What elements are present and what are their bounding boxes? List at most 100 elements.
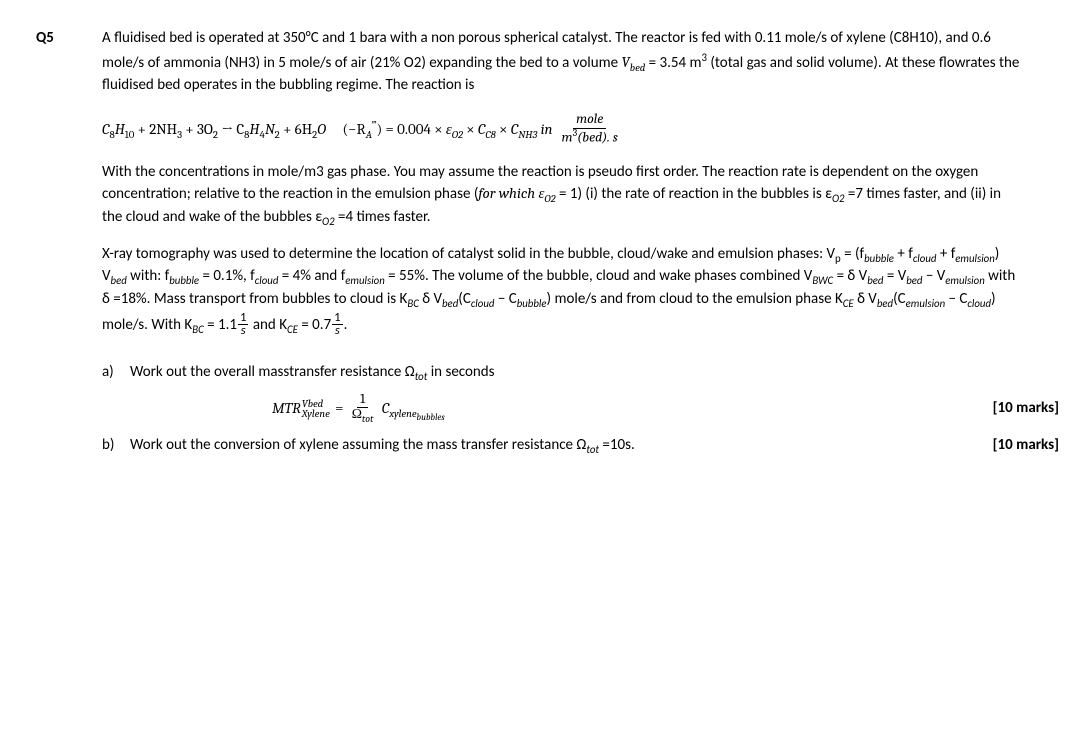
part-a-text: Work out the overall masstransfer resist… xyxy=(130,363,415,381)
eqp-mtr: MTR xyxy=(272,399,301,417)
p3-emul4: emulsion xyxy=(906,297,946,310)
rxn-h: H xyxy=(115,120,125,138)
intro-paragraph: A fluidised bed is operated at 350°C and… xyxy=(102,28,1023,97)
question-number: Q5 xyxy=(36,28,102,50)
rxn-o: O xyxy=(317,120,326,138)
eqp-cxyl: C xyxy=(378,399,389,417)
times-2: × xyxy=(496,120,511,138)
frac-den-m: m xyxy=(562,130,573,145)
p3-plus2: + f xyxy=(936,245,955,263)
eqp-num: 1 xyxy=(357,393,368,408)
question-row: Q5 A fluidised bed is operated at 350°C … xyxy=(36,28,1023,466)
p3-bwc: BWC xyxy=(812,274,833,287)
mtr-bot: Xylene xyxy=(302,409,330,419)
part-a-body: Work out the overall masstransfer resist… xyxy=(130,362,1023,385)
rxn-hb: H xyxy=(249,120,259,138)
p3-bubble2: bubble xyxy=(169,274,199,287)
rxn-10: 10 xyxy=(125,128,135,141)
p3m: − C xyxy=(494,290,516,308)
p3-bed4: bed xyxy=(442,297,458,310)
p3h: = V xyxy=(883,267,906,285)
vbed-v: V xyxy=(621,53,629,71)
p3k: δ V xyxy=(419,290,442,308)
part-b-text-b: =10s. xyxy=(599,436,635,454)
rxn-n: N xyxy=(265,120,275,138)
frac-1s-b: 1s xyxy=(332,312,342,339)
rate-open: (−R xyxy=(343,120,366,138)
p3-ce2: CE xyxy=(287,322,298,335)
p3a: X-ray tomography was used to determine t… xyxy=(102,245,835,263)
p3-cloud1: cloud xyxy=(913,252,937,265)
eqp-tot: tot xyxy=(362,414,373,425)
p3-cloud4: cloud xyxy=(967,297,991,310)
part-b-marks: [10 marks] xyxy=(993,435,1059,457)
p3-bc2: BC xyxy=(192,322,204,335)
intro-text-2: = 3.54 m xyxy=(645,54,701,72)
eqp-xyl-sub: xylenebubbles xyxy=(389,407,444,420)
p3k2: δ V xyxy=(854,290,877,308)
p3m2: − C xyxy=(945,290,967,308)
rxn-3o2: + 3O xyxy=(182,120,213,138)
p3-bubble3: bubble xyxy=(517,297,547,310)
rxn-body: C8H10 + 2NH3 + 3O2 → C8H4N2 + 6H2O (−RA‴… xyxy=(102,117,553,143)
p2-o2a: O2 xyxy=(544,192,555,205)
rate-units-fraction: mole m3(bed). s xyxy=(559,113,621,146)
part-a-text2: in seconds xyxy=(427,363,494,381)
reaction-equation: C8H10 + 2NH3 + 3O2 → C8H4N2 + 6H2O (−RA‴… xyxy=(102,113,1023,146)
p3-bc1: BC xyxy=(407,297,419,310)
times-1: × xyxy=(463,120,478,138)
part-b: b) Work out the conversion of xylene ass… xyxy=(102,435,1023,458)
eqp-bubbles: bubbles xyxy=(417,413,445,423)
p3-emul1: emulsion xyxy=(955,252,995,265)
part-a-marks: [10 marks] xyxy=(993,398,1059,420)
p3l: (C xyxy=(458,290,471,308)
p3-emul2: emulsion xyxy=(345,274,385,287)
p3l2: (C xyxy=(893,290,906,308)
p3-period: . xyxy=(344,315,348,333)
den-sb: s xyxy=(333,325,342,338)
part-a: a) Work out the overall masstransfer res… xyxy=(102,362,1023,385)
rxn-6h2o: + 6H xyxy=(280,120,312,138)
rxn-arrow: → C xyxy=(218,120,244,138)
p3d: = 0.1%, f xyxy=(199,267,255,285)
p3-bed3: bed xyxy=(906,274,922,287)
eqp-omega: Ω xyxy=(352,407,362,422)
rate-close: ) = 0.004 × xyxy=(377,120,446,138)
p3i: − V xyxy=(922,267,945,285)
p3-bubble1: bubble xyxy=(864,252,894,265)
part-a-equation-row: MTRVbedXylene = 1Ωtot Cxylenebubbles [10… xyxy=(102,393,1023,426)
vbed-sub: bed xyxy=(630,61,646,74)
rxn-2nh3: + 2NH xyxy=(134,120,177,138)
p2b: = 1) (i) the rate of reaction in the bub… xyxy=(556,185,832,203)
exam-question-page: Q5 A fluidised bed is operated at 350°C … xyxy=(0,0,1079,506)
p3g: = δ V xyxy=(833,267,867,285)
eqp-eq: = xyxy=(332,399,347,417)
paragraph-2: With the concentrations in mole/m3 gas p… xyxy=(102,162,1023,230)
p3r: and K xyxy=(249,315,287,333)
part-b-body: Work out the conversion of xylene assumi… xyxy=(130,435,1023,458)
p3q: = 1.1 xyxy=(204,315,237,333)
p3s: = 0.7 xyxy=(298,315,331,333)
frac-num: mole xyxy=(576,112,603,127)
question-body: A fluidised bed is operated at 350°C and… xyxy=(102,28,1023,466)
cc8: C8 xyxy=(485,128,496,141)
p2-o2c: O2 xyxy=(322,215,335,228)
p3-bed1: bed xyxy=(111,274,127,287)
p3b: = (f xyxy=(841,245,864,263)
p3n: ) mole/s and from cloud to the emulsion … xyxy=(547,290,843,308)
paragraph-3: X-ray tomography was used to determine t… xyxy=(102,244,1023,338)
p2d: =4 times faster. xyxy=(335,208,431,226)
in-word: in xyxy=(541,120,553,138)
p3-ce1: CE xyxy=(843,297,854,310)
cnh3: NH3 xyxy=(518,128,537,141)
eqp-xylene: xylene xyxy=(389,407,416,420)
part-a-label: a) xyxy=(102,362,130,384)
p3-bed5: bed xyxy=(877,297,893,310)
part-b-text-a: Work out the conversion of xylene assumi… xyxy=(130,436,586,454)
part-b-label: b) xyxy=(102,435,130,457)
p3f: = 55%. The volume of the bubble, cloud a… xyxy=(385,267,813,285)
frac-1s-a: 1s xyxy=(238,312,248,339)
den-sa: s xyxy=(239,325,248,338)
p3-cloud2: cloud xyxy=(255,274,279,287)
mtr-super-sub: VbedXylene xyxy=(302,399,330,420)
